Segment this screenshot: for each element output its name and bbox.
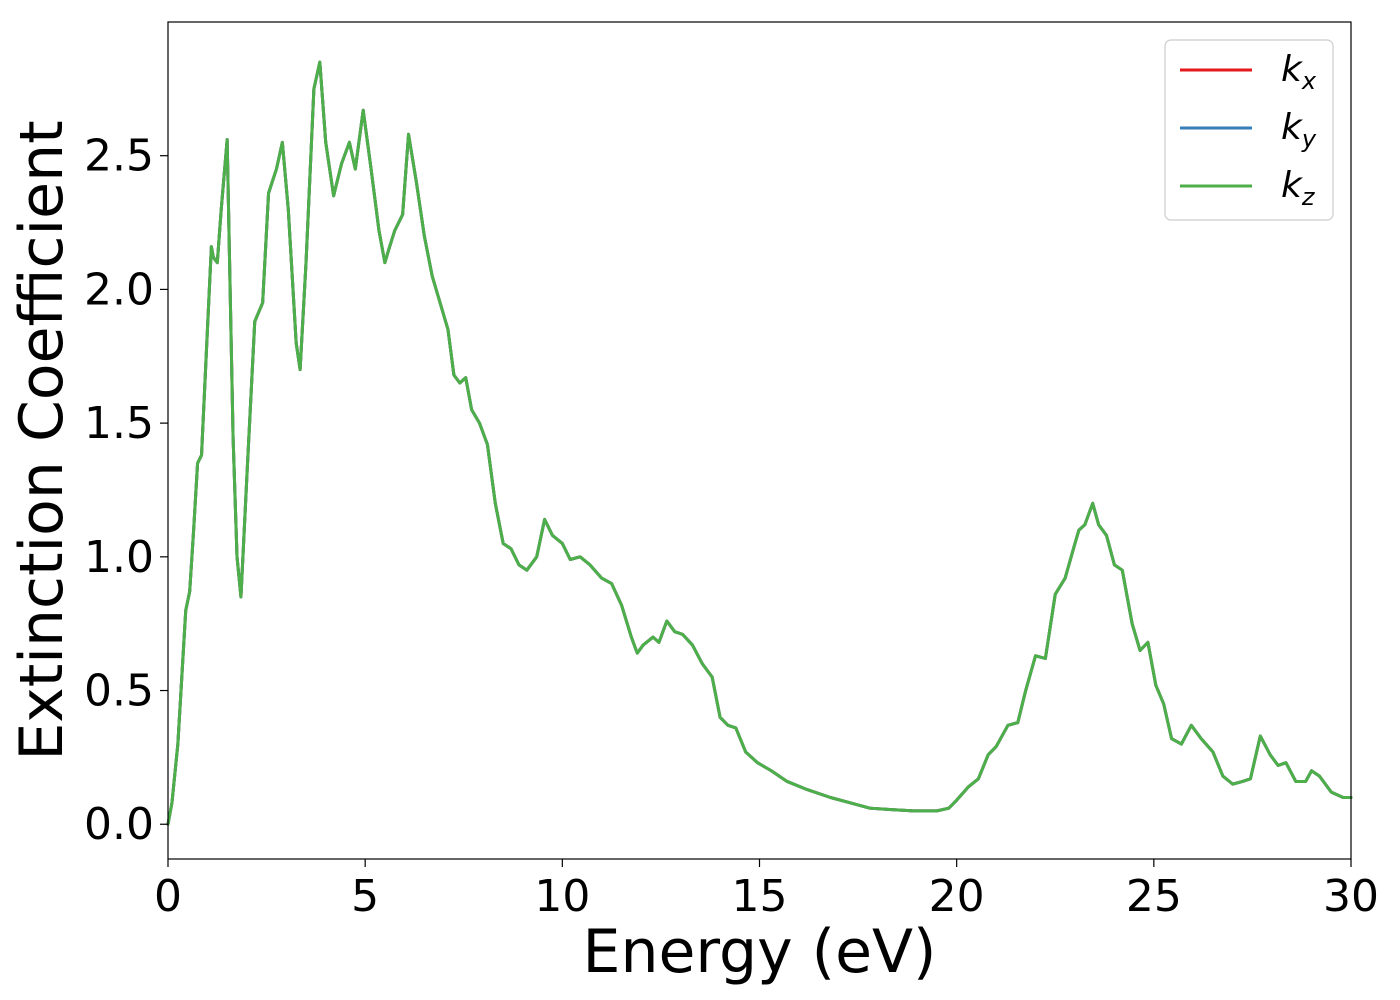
y-tick-label: 2.0 bbox=[84, 264, 154, 315]
y-tick-label: 1.5 bbox=[84, 398, 154, 449]
x-tick-label: 25 bbox=[1126, 871, 1182, 922]
y-tick-label: 0.5 bbox=[84, 666, 154, 717]
y-tick-label: 1.0 bbox=[84, 532, 154, 583]
x-tick-label: 20 bbox=[929, 871, 985, 922]
y-tick-label: 0.0 bbox=[84, 799, 154, 850]
legend: kx ky kz bbox=[1164, 39, 1334, 221]
y-axis-ticks: 0.0 0.5 1.0 1.5 2.0 2.5 bbox=[84, 131, 168, 850]
series-layer bbox=[166, 60, 1353, 826]
series-line-kz bbox=[166, 60, 1353, 826]
x-tick-label: 5 bbox=[351, 871, 379, 922]
legend-label-ky: ky bbox=[1281, 107, 1317, 153]
legend-label-kz: kz bbox=[1281, 165, 1316, 211]
x-axis-ticks: 0 5 10 15 20 25 30 bbox=[154, 859, 1379, 922]
x-tick-label: 30 bbox=[1323, 871, 1379, 922]
x-axis-title: Energy (eV) bbox=[583, 917, 937, 987]
y-axis-title: Extinction Coefficient bbox=[7, 120, 77, 760]
legend-label-kx: kx bbox=[1281, 49, 1317, 95]
y-tick-label: 2.5 bbox=[84, 131, 154, 182]
legend-box bbox=[1164, 39, 1334, 221]
x-tick-label: 10 bbox=[534, 871, 590, 922]
x-tick-label: 0 bbox=[154, 871, 182, 922]
x-tick-label: 15 bbox=[732, 871, 788, 922]
